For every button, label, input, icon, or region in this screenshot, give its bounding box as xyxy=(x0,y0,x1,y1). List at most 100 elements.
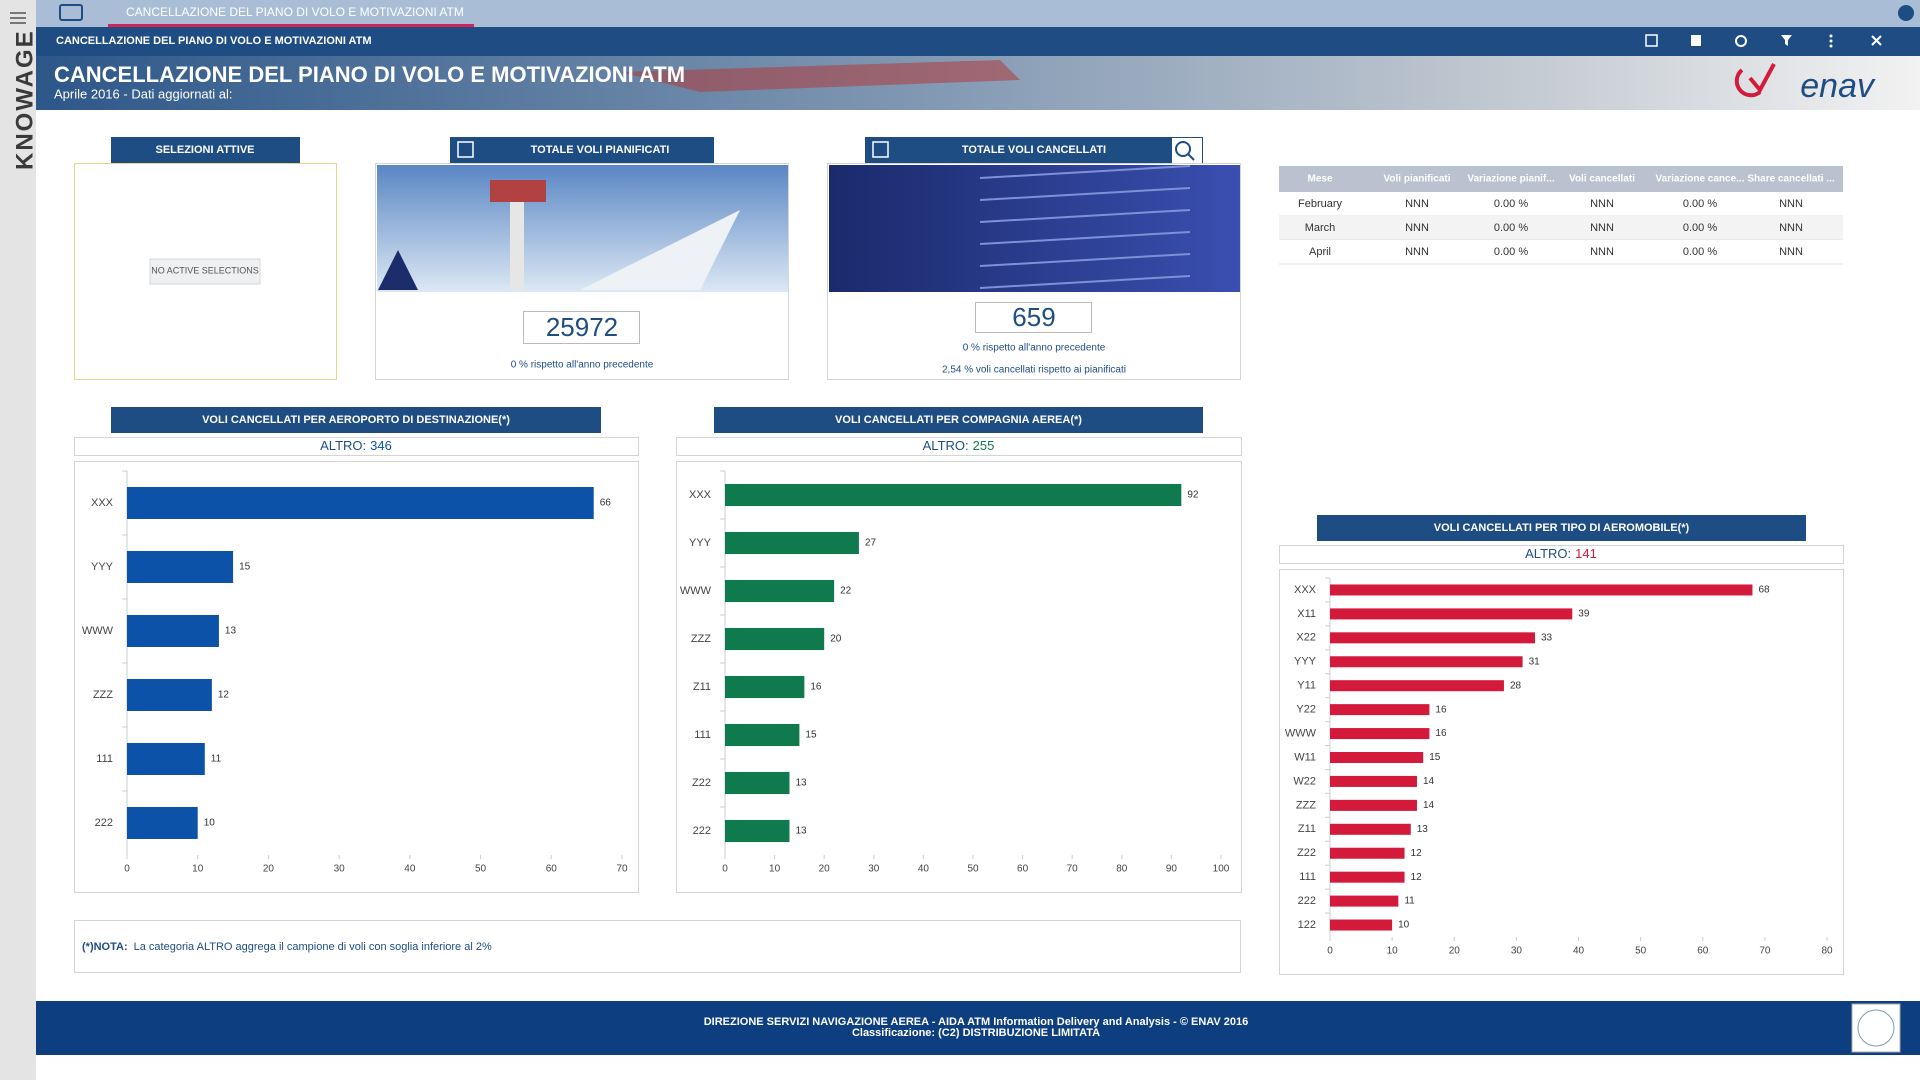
table: Mese Voli pianificati Variazione pianif...… xyxy=(1279,174,1843,265)
x-tick-label: 30 xyxy=(334,864,346,875)
x-tick-label: 30 xyxy=(868,864,880,875)
category-label: 222 xyxy=(95,817,113,829)
menu-icon[interactable] xyxy=(10,12,26,24)
filter-icon[interactable] xyxy=(1781,35,1792,46)
value-label: 16 xyxy=(810,682,822,693)
altro-value: 346 xyxy=(370,438,392,453)
close-tab[interactable] xyxy=(1898,5,1914,21)
x-tick-label: 50 xyxy=(967,864,979,875)
kpi-title-bar xyxy=(865,137,1203,163)
bar xyxy=(1330,632,1536,644)
sidebar xyxy=(0,0,36,1080)
altro-label: ALTRO: xyxy=(923,438,969,453)
x-tick-label: 80 xyxy=(1821,946,1833,957)
value-label: 11 xyxy=(1404,896,1415,907)
value-label: 68 xyxy=(1758,585,1770,596)
category-label: Y11 xyxy=(1297,680,1316,692)
no-selection-button[interactable] xyxy=(149,258,261,285)
bar xyxy=(127,679,212,711)
certification-seal xyxy=(1857,1009,1895,1047)
category-label: YYY xyxy=(91,561,114,573)
chart-box xyxy=(1279,569,1844,975)
bar xyxy=(1330,919,1393,931)
x-tick-label: 50 xyxy=(475,864,487,875)
table-header xyxy=(1279,166,1843,192)
category-label: Z22 xyxy=(1297,847,1316,859)
category-label: XXX xyxy=(1294,584,1317,596)
search-icon[interactable] xyxy=(1172,138,1202,163)
category-label: ZZZ xyxy=(691,633,711,645)
chart-title: VOLI CANCELLATI PER TIPO DI AEROMOBILE(*… xyxy=(1434,522,1690,534)
value-label: 39 xyxy=(1578,609,1590,620)
altro-box xyxy=(74,437,639,456)
value-label: 14 xyxy=(1423,800,1435,811)
logo-mark xyxy=(1734,63,1776,98)
selections-title: SELEZIONI ATTIVE xyxy=(155,144,254,156)
open-icon[interactable] xyxy=(872,141,889,158)
x-tick-label: 70 xyxy=(616,864,628,875)
value-label: 12 xyxy=(1411,872,1423,883)
kpi-title: TOTALE VOLI CANCELLATI xyxy=(962,144,1106,156)
chart-title: VOLI CANCELLATI PER COMPAGNIA AEREA(*) xyxy=(835,414,1082,426)
tab-bar xyxy=(36,0,1920,27)
bar xyxy=(1330,608,1573,620)
plane-image xyxy=(620,60,1020,92)
x-tick-label: 0 xyxy=(722,864,728,875)
save-icon[interactable] xyxy=(1691,35,1701,46)
table-column-header: Voli pianificati xyxy=(1383,174,1450,185)
altro: ALTRO: 346 xyxy=(320,438,392,453)
kpi-value-box xyxy=(523,311,640,344)
altro-box xyxy=(676,437,1242,456)
bar xyxy=(725,723,800,747)
value-label: 13 xyxy=(795,778,807,789)
bar xyxy=(1330,799,1417,811)
tab[interactable]: CANCELLAZIONE DEL PIANO DI VOLO E MOTIVA… xyxy=(108,5,474,27)
kpi-value-box xyxy=(975,302,1092,333)
bar xyxy=(1330,847,1405,859)
table-cell: NNN xyxy=(1779,222,1803,234)
value-label: 92 xyxy=(1187,490,1199,501)
category-label: 222 xyxy=(1298,895,1316,907)
category-label: Z11 xyxy=(1298,823,1316,835)
x-tick-label: 0 xyxy=(124,864,130,875)
edit-icon[interactable] xyxy=(1645,34,1658,47)
chart-title-bar xyxy=(111,407,601,433)
value-label: 27 xyxy=(865,538,877,549)
bar xyxy=(127,551,234,583)
kpi-title: TOTALE VOLI PIANIFICATI xyxy=(531,144,670,156)
altro-box xyxy=(1279,545,1844,564)
more-icon[interactable] xyxy=(1829,34,1833,48)
table-cell: NNN xyxy=(1405,198,1429,210)
folder-icon[interactable] xyxy=(59,4,83,21)
x-tick-label: 10 xyxy=(1387,946,1399,957)
kpi-note: 2,54 % voli cancellati rispetto ai piani… xyxy=(942,365,1126,376)
category-label: Z22 xyxy=(692,777,711,789)
tab-label[interactable]: CANCELLAZIONE DEL PIANO DI VOLO E MOTIVA… xyxy=(126,5,464,19)
table-row xyxy=(1279,192,1843,216)
value-label: 13 xyxy=(795,826,807,837)
note-text: La categoria ALTRO aggrega il campione d… xyxy=(134,941,492,953)
open-icon[interactable] xyxy=(457,141,474,158)
header-subtitle: Aprile 2016 - Dati aggiornati al: xyxy=(54,86,233,101)
table-cell: NNN xyxy=(1590,222,1614,234)
refresh-icon[interactable] xyxy=(1735,35,1747,47)
bar xyxy=(1330,775,1417,787)
category-label: 122 xyxy=(1298,919,1316,931)
table-column-header: Variazione cance... xyxy=(1656,174,1745,185)
value-label: 15 xyxy=(805,730,817,741)
x-tick-label: 20 xyxy=(819,864,831,875)
kpi-value: 659 xyxy=(1012,302,1055,332)
category-label: W11 xyxy=(1294,751,1316,763)
x-tick-label: 60 xyxy=(1017,864,1029,875)
kpi-note: 0 % rispetto all'anno precedente xyxy=(511,360,654,371)
note-box xyxy=(74,920,1241,973)
value-label: 10 xyxy=(1398,920,1410,931)
table-cell: 0.00 % xyxy=(1683,222,1717,234)
table-cell: 0.00 % xyxy=(1683,198,1717,210)
kpi-image xyxy=(829,165,1240,292)
value-label: 12 xyxy=(1411,848,1423,859)
category-label: 111 xyxy=(694,729,711,741)
close-icon[interactable] xyxy=(1871,35,1882,46)
bar xyxy=(127,487,594,519)
